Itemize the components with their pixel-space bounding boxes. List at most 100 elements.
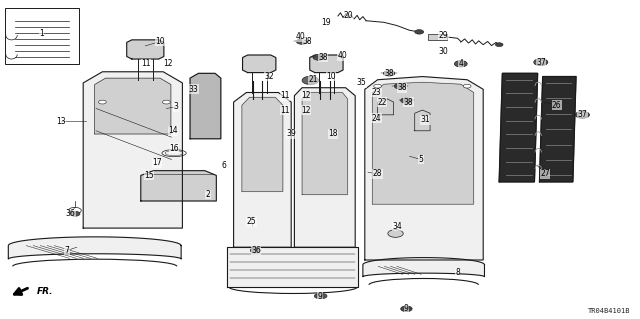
Polygon shape — [8, 237, 181, 259]
Circle shape — [415, 30, 424, 34]
Polygon shape — [190, 73, 221, 139]
Text: 36: 36 — [251, 246, 261, 255]
Circle shape — [302, 76, 319, 85]
Text: 38: 38 — [397, 83, 407, 92]
Polygon shape — [365, 77, 483, 260]
Text: 6: 6 — [221, 161, 227, 170]
Text: 36: 36 — [65, 209, 76, 218]
Text: 4: 4 — [458, 59, 463, 68]
Circle shape — [314, 293, 324, 299]
Text: 32: 32 — [264, 72, 274, 81]
Text: 8: 8 — [455, 268, 460, 277]
Text: 37: 37 — [536, 58, 546, 67]
Polygon shape — [363, 258, 484, 277]
Circle shape — [538, 61, 544, 64]
Text: 39: 39 — [286, 130, 296, 138]
Text: 28: 28 — [373, 169, 382, 178]
Text: 5: 5 — [419, 155, 424, 164]
Text: 40: 40 — [296, 32, 306, 41]
Text: FR.: FR. — [36, 287, 53, 296]
Text: TR04B4101B: TR04B4101B — [588, 308, 630, 314]
Text: 25: 25 — [246, 217, 257, 226]
Text: 15: 15 — [144, 171, 154, 180]
Circle shape — [70, 211, 80, 216]
Text: 40: 40 — [337, 51, 348, 60]
Polygon shape — [242, 97, 283, 191]
Polygon shape — [499, 73, 538, 182]
Text: 23: 23 — [371, 88, 381, 97]
Text: 16: 16 — [169, 144, 179, 153]
Polygon shape — [243, 55, 276, 72]
Circle shape — [163, 100, 170, 104]
Text: 20: 20 — [344, 11, 354, 20]
Text: 38: 38 — [302, 37, 312, 46]
Polygon shape — [227, 247, 358, 287]
Circle shape — [454, 61, 467, 67]
Text: 12: 12 — [163, 59, 172, 68]
Bar — [5, 8, 79, 64]
Circle shape — [401, 98, 412, 103]
Text: 37: 37 — [577, 110, 588, 119]
Polygon shape — [95, 78, 171, 134]
Text: 31: 31 — [420, 115, 431, 124]
Bar — [428, 34, 447, 40]
Circle shape — [317, 293, 327, 299]
Text: 18: 18 — [328, 130, 337, 138]
Circle shape — [401, 306, 412, 312]
Text: 38: 38 — [384, 69, 394, 78]
Circle shape — [296, 39, 308, 44]
Circle shape — [463, 84, 471, 88]
Circle shape — [534, 59, 548, 66]
Circle shape — [313, 55, 324, 60]
Circle shape — [495, 43, 503, 47]
Polygon shape — [233, 250, 294, 266]
Text: 11: 11 — [280, 106, 289, 115]
Polygon shape — [294, 88, 355, 247]
Text: 27: 27 — [540, 169, 550, 178]
Text: 19: 19 — [321, 18, 332, 27]
Text: 30: 30 — [438, 47, 449, 56]
Polygon shape — [302, 93, 348, 195]
Polygon shape — [234, 93, 291, 247]
Text: 11: 11 — [280, 91, 289, 100]
Circle shape — [99, 100, 106, 104]
Text: 34: 34 — [392, 222, 402, 231]
Text: 10: 10 — [326, 72, 336, 81]
Text: 29: 29 — [438, 31, 449, 40]
Text: 26: 26 — [552, 101, 562, 110]
Text: 7: 7 — [65, 246, 70, 255]
Text: 11: 11 — [141, 59, 150, 68]
Polygon shape — [378, 99, 394, 115]
Circle shape — [383, 70, 395, 76]
Polygon shape — [540, 77, 576, 182]
Text: 10: 10 — [155, 37, 165, 46]
Text: 13: 13 — [56, 117, 66, 126]
Text: 2: 2 — [205, 190, 211, 199]
Circle shape — [579, 113, 586, 116]
Circle shape — [388, 230, 403, 237]
Text: 33: 33 — [188, 85, 198, 94]
Text: 9: 9 — [317, 292, 323, 300]
Text: 35: 35 — [356, 78, 367, 87]
Text: 21: 21 — [309, 75, 318, 84]
Text: 38: 38 — [403, 98, 413, 107]
Text: 1: 1 — [39, 29, 44, 38]
Circle shape — [394, 83, 406, 89]
Polygon shape — [127, 40, 164, 59]
Polygon shape — [141, 171, 216, 201]
Text: 22: 22 — [378, 98, 387, 107]
Text: 17: 17 — [152, 158, 162, 167]
Circle shape — [575, 111, 589, 118]
Text: 38: 38 — [318, 53, 328, 62]
Text: 12: 12 — [301, 91, 310, 100]
Polygon shape — [310, 55, 343, 72]
Circle shape — [250, 248, 260, 253]
Text: 12: 12 — [301, 106, 310, 115]
Polygon shape — [83, 72, 182, 228]
Text: 24: 24 — [371, 114, 381, 122]
Text: 9: 9 — [404, 304, 409, 313]
Polygon shape — [415, 110, 430, 131]
Circle shape — [374, 84, 381, 88]
Text: 14: 14 — [168, 126, 178, 135]
Polygon shape — [372, 82, 474, 204]
